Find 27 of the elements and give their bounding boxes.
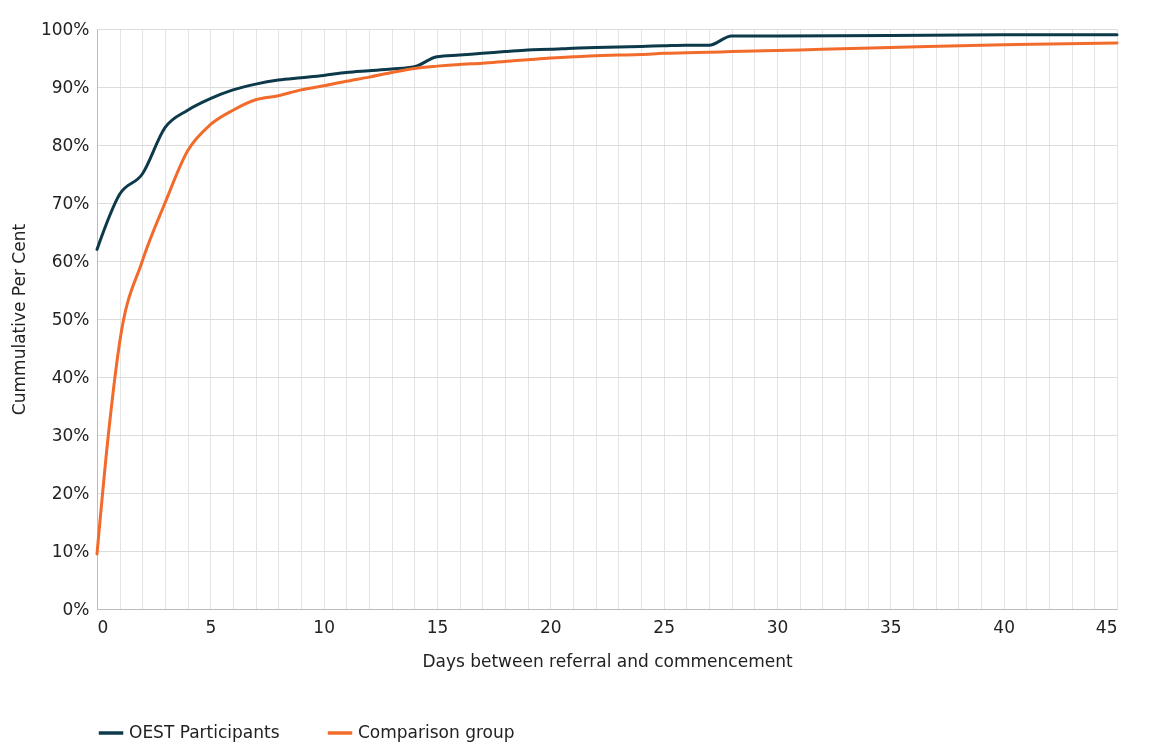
y-tick-label: 20% [51, 482, 90, 503]
x-tick-label: 45 [1095, 616, 1118, 637]
y-tick-label: 90% [51, 76, 90, 97]
x-tick-label: 30 [766, 616, 789, 637]
y-tick-label: 10% [51, 540, 90, 561]
legend-label: Comparison group [358, 722, 515, 742]
x-tick-label: 25 [653, 616, 675, 637]
y-tick-label: 100% [40, 18, 90, 39]
y-tick-label: 40% [51, 366, 90, 387]
x-tick-label: 10 [313, 616, 335, 637]
y-tick-label: 0% [62, 598, 90, 619]
y-axis-title: Cummulative Per Cent [8, 223, 29, 416]
x-axis-title: Days between referral and commencement [422, 650, 793, 671]
x-tick-label: 0 [97, 616, 109, 637]
x-tick-label: 5 [205, 616, 217, 637]
x-tick-label: 15 [426, 616, 449, 637]
x-tick-label: 35 [880, 616, 902, 637]
y-tick-label: 80% [51, 134, 90, 155]
legend-label: OEST Participants [129, 722, 280, 742]
line-series [95, 33, 1119, 251]
x-tick-label: 20 [540, 616, 562, 637]
y-tick-label: 30% [51, 424, 90, 445]
line-series [95, 41, 1119, 556]
y-tick-label: 70% [51, 192, 90, 213]
x-tick-label: 40 [993, 616, 1015, 637]
y-tick-label: 60% [51, 250, 90, 271]
y-tick-label: 50% [51, 308, 90, 329]
